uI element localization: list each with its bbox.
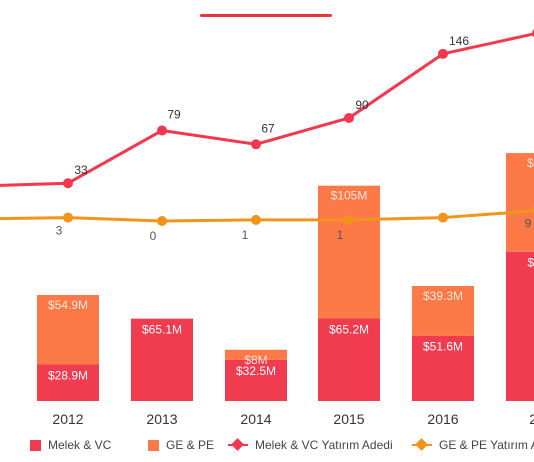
bar-label-ge-pe-2012: $54.9M bbox=[48, 298, 88, 312]
bar-label-melek-vc-2014: $32.5M bbox=[236, 364, 276, 378]
point-label-ge-pe-count-2015: 1 bbox=[337, 228, 344, 242]
legend-label-melek-vc: Melek & VC bbox=[48, 438, 112, 452]
point-ge-pe-count-2016 bbox=[438, 212, 448, 223]
bar-ge-pe-2015 bbox=[318, 185, 380, 319]
x-tick-2014: 2014 bbox=[240, 411, 271, 427]
x-tick-2015: 2015 bbox=[333, 411, 364, 427]
point-label-ge-pe-count-2013: 0 bbox=[150, 229, 157, 243]
legend-swatch-melek-vc-count bbox=[228, 438, 248, 451]
legend-label-melek-vc-count: Melek & VC Yatırım Adedi bbox=[255, 438, 393, 452]
bar-label-ge-pe-2016: $39.3M bbox=[423, 289, 463, 303]
bar-label-melek-vc-2012: $28.9M bbox=[48, 368, 88, 382]
legend-swatch-ge-pe-count bbox=[412, 438, 432, 451]
bar-label-melek-vc-2017: $11 bbox=[527, 256, 534, 270]
point-melek-vc-count-2013 bbox=[157, 125, 167, 136]
bar-melek-vc-2012 bbox=[37, 364, 99, 401]
point-label-melek-vc-count-2014: 67 bbox=[261, 121, 275, 135]
point-ge-pe-count-2012 bbox=[63, 212, 73, 223]
bar-ge-pe-2012 bbox=[37, 294, 99, 365]
bar-label-ge-pe-2014: $8M bbox=[244, 353, 267, 367]
bar-label-ge-pe-2017: $78 bbox=[527, 156, 534, 170]
legend-item-melek-vc-count[interactable]: Melek & VC Yatırım Adedi bbox=[228, 438, 393, 452]
bar-ge-pe-2016 bbox=[412, 286, 474, 336]
legend-swatch-ge-pe bbox=[148, 439, 159, 451]
legend-label-ge-pe-count: GE & PE Yatırım A bbox=[439, 438, 534, 452]
bar-melek-vc-2017 bbox=[506, 251, 534, 401]
point-label-ge-pe-count-2017: 9 bbox=[525, 217, 532, 231]
bar-ge-pe-2017 bbox=[506, 153, 534, 252]
point-label-melek-vc-count-2016: 146 bbox=[449, 34, 469, 48]
bar-melek-vc-2013 bbox=[131, 318, 193, 401]
x-tick-2013: 2013 bbox=[146, 411, 177, 427]
point-label-melek-vc-count-2012: 33 bbox=[74, 163, 88, 177]
x-tick-2016: 2016 bbox=[427, 411, 458, 427]
legend-item-ge-pe-count[interactable]: GE & PE Yatırım A bbox=[412, 438, 534, 452]
x-tick-2017: 20 bbox=[529, 411, 534, 427]
bar-ge-pe-2014 bbox=[225, 349, 287, 360]
bar-melek-vc-2014 bbox=[225, 359, 287, 401]
point-ge-pe-count-2014 bbox=[251, 214, 261, 225]
point-ge-pe-count-2013 bbox=[157, 216, 167, 226]
point-melek-vc-count-2012 bbox=[63, 178, 73, 189]
point-melek-vc-count-2014 bbox=[251, 139, 261, 150]
point-ge-pe-count-2015 bbox=[344, 214, 354, 225]
point-label-melek-vc-count-2015: 90 bbox=[355, 98, 369, 112]
point-melek-vc-count-2015 bbox=[344, 112, 354, 123]
point-label-ge-pe-count-2014: 1 bbox=[242, 228, 249, 242]
bar-melek-vc-2016 bbox=[412, 335, 474, 401]
legend-label-ge-pe: GE & PE bbox=[166, 438, 215, 452]
legend-item-melek-vc[interactable]: Melek & VC bbox=[30, 438, 111, 452]
point-label-melek-vc-count-2013: 79 bbox=[167, 108, 181, 122]
title-accent-line bbox=[200, 14, 332, 17]
bar-label-ge-pe-2015: $105M bbox=[331, 189, 368, 203]
bar-label-melek-vc-2015: $65.2M bbox=[329, 323, 369, 337]
point-melek-vc-count-2016 bbox=[438, 48, 448, 59]
legend-item-ge-pe[interactable]: GE & PE bbox=[148, 438, 214, 452]
legend-swatch-melek-vc bbox=[30, 439, 41, 451]
bar-label-melek-vc-2016: $51.6M bbox=[423, 340, 463, 354]
chart-legend: Melek & VC GE & PE Melek & VC Yatırım Ad… bbox=[0, 434, 534, 458]
combo-chart: $54.9M$28.9M2012$65.1M2013$8M$32.5M2014$… bbox=[0, 29, 534, 427]
bar-label-melek-vc-2013: $65.1M bbox=[142, 323, 182, 337]
point-label-ge-pe-count-2012: 3 bbox=[56, 224, 63, 238]
bar-melek-vc-2015 bbox=[318, 318, 380, 401]
line-ge-pe-count bbox=[0, 209, 534, 223]
x-tick-2012: 2012 bbox=[52, 411, 83, 427]
